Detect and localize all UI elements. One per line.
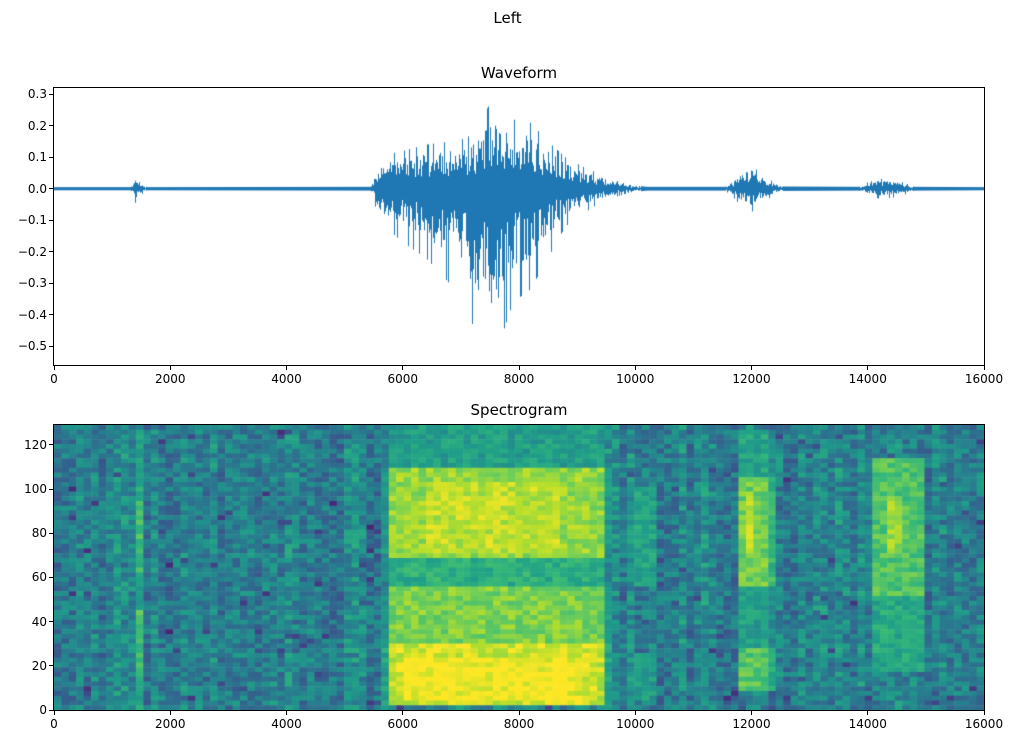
waveform-title: Waveform bbox=[480, 64, 558, 82]
y-tick-label: −0.1 bbox=[17, 213, 47, 228]
y-tick-label: −0.5 bbox=[17, 339, 47, 354]
y-tick-mark bbox=[49, 251, 53, 253]
y-tick-label: 0.0 bbox=[27, 181, 47, 196]
y-tick-mark bbox=[49, 345, 53, 347]
x-tick-label: 16000 bbox=[964, 717, 1004, 731]
x-tick-label: 14000 bbox=[848, 717, 887, 731]
y-tick-label: −0.4 bbox=[17, 307, 47, 322]
y-tick-mark bbox=[49, 709, 53, 711]
x-tick-label: 4000 bbox=[271, 372, 302, 386]
y-tick-label: 120 bbox=[24, 437, 47, 452]
x-tick-mark bbox=[518, 711, 520, 715]
y-tick-label: −0.2 bbox=[17, 244, 47, 259]
y-tick-mark bbox=[49, 282, 53, 284]
x-tick-label: 8000 bbox=[503, 372, 535, 386]
waveform-axes bbox=[53, 87, 985, 366]
x-tick-label: 14000 bbox=[848, 372, 887, 386]
x-tick-label: 0 bbox=[50, 372, 58, 386]
x-tick-mark bbox=[867, 366, 869, 370]
x-tick-mark bbox=[402, 711, 404, 715]
y-tick-label: 20 bbox=[31, 658, 47, 673]
x-tick-mark bbox=[286, 711, 287, 715]
y-tick-mark bbox=[49, 156, 53, 158]
x-tick-mark bbox=[53, 711, 55, 715]
y-tick-mark bbox=[49, 576, 53, 578]
y-tick-label: 0.1 bbox=[27, 150, 47, 165]
x-tick-label: 8000 bbox=[503, 717, 535, 731]
x-tick-mark bbox=[518, 366, 520, 370]
y-tick-label: 100 bbox=[24, 482, 47, 497]
y-tick-label: 80 bbox=[31, 526, 47, 541]
x-tick-label: 16000 bbox=[964, 372, 1004, 386]
figure-title: Left bbox=[493, 9, 522, 27]
y-tick-label: −0.3 bbox=[17, 276, 47, 291]
x-tick-mark bbox=[751, 711, 752, 715]
spectrogram-title: Spectrogram bbox=[470, 401, 568, 419]
x-tick-label: 10000 bbox=[616, 717, 655, 731]
x-tick-mark bbox=[402, 366, 404, 370]
x-tick-mark bbox=[983, 711, 985, 715]
x-tick-label: 0 bbox=[50, 717, 58, 731]
x-tick-mark bbox=[169, 711, 171, 715]
x-tick-label: 6000 bbox=[387, 717, 419, 731]
x-tick-label: 10000 bbox=[616, 372, 655, 386]
x-tick-label: 2000 bbox=[154, 372, 186, 386]
y-tick-mark bbox=[49, 665, 53, 667]
y-tick-mark bbox=[49, 314, 53, 316]
x-tick-label: 2000 bbox=[154, 717, 186, 731]
x-tick-mark bbox=[634, 711, 636, 715]
y-tick-label: 0 bbox=[39, 703, 47, 717]
x-tick-mark bbox=[983, 366, 985, 370]
y-tick-mark bbox=[49, 532, 53, 534]
x-tick-mark bbox=[634, 366, 636, 370]
y-tick-label: 0.3 bbox=[27, 87, 47, 102]
y-tick-label: 60 bbox=[31, 570, 47, 585]
x-tick-mark bbox=[867, 711, 869, 715]
x-tick-mark bbox=[169, 366, 171, 370]
y-tick-mark bbox=[49, 488, 53, 490]
x-tick-label: 12000 bbox=[732, 372, 771, 386]
spectrogram-plot bbox=[54, 425, 984, 710]
y-tick-mark bbox=[49, 188, 53, 190]
spectrogram-axes bbox=[53, 424, 985, 711]
y-tick-mark bbox=[49, 621, 53, 623]
x-tick-mark bbox=[751, 366, 752, 370]
waveform-plot bbox=[54, 88, 984, 365]
x-tick-mark bbox=[53, 366, 55, 370]
y-tick-mark bbox=[49, 444, 53, 446]
y-tick-label: 40 bbox=[31, 614, 47, 629]
y-tick-mark bbox=[49, 125, 53, 127]
x-tick-label: 6000 bbox=[387, 372, 419, 386]
y-tick-label: 0.2 bbox=[27, 118, 47, 133]
y-tick-mark bbox=[49, 93, 53, 95]
x-tick-label: 4000 bbox=[271, 717, 302, 731]
y-tick-mark bbox=[49, 219, 53, 221]
x-tick-label: 12000 bbox=[732, 717, 771, 731]
x-tick-mark bbox=[286, 366, 287, 370]
